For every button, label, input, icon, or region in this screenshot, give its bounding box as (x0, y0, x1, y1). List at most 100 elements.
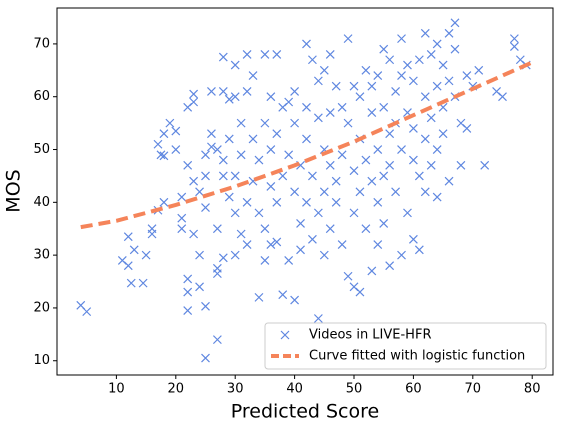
point (331, 197, 341, 207)
point (159, 151, 169, 161)
point (290, 295, 300, 305)
point (385, 55, 395, 65)
point (254, 292, 264, 302)
point (462, 71, 472, 81)
point (302, 39, 311, 49)
point (218, 87, 228, 96)
point (408, 234, 418, 244)
x-tick-label: 70 (465, 382, 482, 397)
point (403, 208, 412, 218)
point (242, 87, 252, 96)
point (509, 42, 519, 51)
point (308, 234, 317, 244)
point (319, 250, 329, 260)
point (224, 192, 234, 202)
point (284, 150, 294, 160)
point (349, 166, 359, 176)
x-tick-label: 80 (524, 382, 541, 397)
point (266, 182, 276, 191)
point (325, 108, 335, 117)
point (195, 187, 204, 197)
point (272, 129, 282, 139)
point (123, 261, 133, 271)
point (189, 176, 199, 186)
point (177, 213, 187, 223)
point (177, 224, 187, 234)
point (212, 335, 222, 345)
point (420, 92, 430, 102)
point (189, 89, 199, 99)
point (230, 250, 240, 260)
point (408, 76, 418, 86)
point (296, 245, 305, 255)
fit-curve (80, 60, 534, 230)
point (254, 208, 264, 218)
point (355, 187, 365, 197)
point (230, 60, 240, 70)
point (218, 52, 228, 62)
point (343, 271, 353, 281)
point (391, 187, 401, 197)
point (462, 123, 472, 133)
point (266, 240, 276, 249)
y-tick-label: 70 (33, 36, 50, 51)
point (480, 160, 490, 170)
x-tick-label: 30 (227, 382, 244, 397)
point (189, 97, 199, 107)
point (432, 192, 442, 202)
point (367, 266, 377, 276)
point (290, 118, 300, 128)
y-tick-label: 30 (33, 248, 50, 263)
point (444, 176, 454, 186)
point (212, 145, 222, 154)
point (207, 87, 216, 96)
point (156, 150, 166, 160)
point (224, 134, 234, 144)
point (509, 34, 519, 44)
point (397, 250, 406, 260)
point (218, 155, 228, 165)
point (278, 171, 288, 181)
point (331, 176, 341, 186)
point (230, 171, 240, 181)
point (325, 160, 335, 170)
point (498, 92, 507, 102)
point (361, 224, 371, 234)
point (207, 142, 216, 152)
point (153, 139, 163, 149)
x-tick-label: 60 (405, 382, 422, 397)
legend-label: Videos in LIVE-HFR (309, 328, 431, 343)
point (367, 176, 377, 186)
point (201, 171, 210, 181)
point (207, 129, 216, 139)
point (230, 92, 240, 102)
point (313, 113, 323, 123)
point (385, 129, 395, 139)
y-tick-label: 50 (33, 142, 50, 157)
point (450, 18, 460, 28)
point (272, 197, 282, 207)
point (420, 187, 430, 197)
point (373, 145, 383, 154)
point (432, 39, 442, 49)
point (308, 55, 317, 65)
point (420, 28, 430, 38)
point (426, 160, 436, 170)
point (82, 307, 92, 317)
point (201, 353, 210, 363)
point (147, 229, 157, 239)
point (325, 224, 335, 234)
point (355, 92, 365, 102)
point (248, 134, 258, 144)
point (456, 160, 466, 170)
point (325, 50, 335, 59)
point (474, 65, 484, 75)
point (414, 171, 424, 181)
point (361, 65, 371, 75)
legend-label: Curve fitted with logistic function (309, 349, 525, 364)
point (126, 278, 136, 288)
point (414, 55, 424, 65)
plot-frame (56, 7, 554, 376)
point (236, 150, 246, 160)
